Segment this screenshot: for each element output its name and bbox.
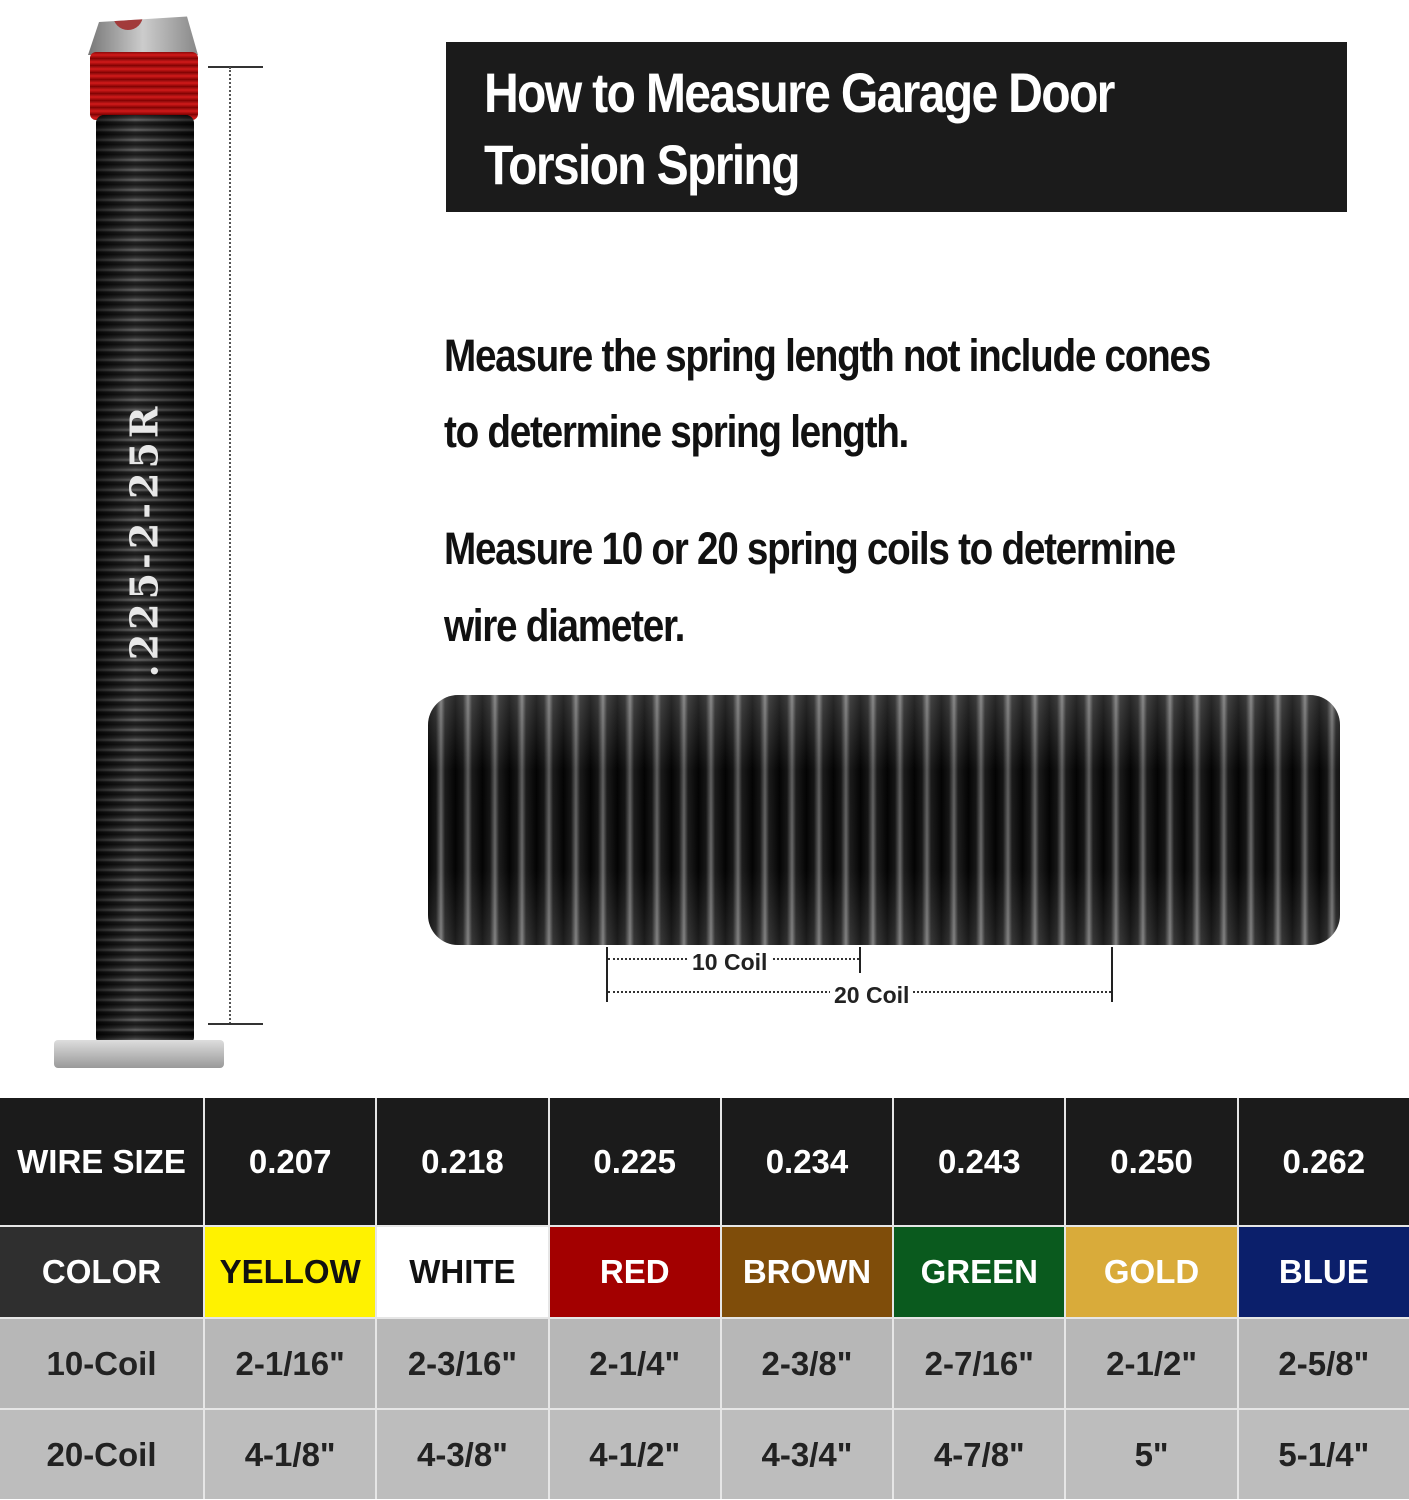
ten-coil-label: 10 Coil — [688, 949, 772, 976]
twenty-coil-label: 20 Coil — [830, 982, 914, 1009]
twenty-coil-cell: 5" — [1066, 1410, 1237, 1499]
length-measure-line — [229, 67, 231, 1024]
twenty-coil-cell: 5-1/4" — [1238, 1410, 1409, 1499]
instruction-2-line-2: wire diameter. — [444, 600, 685, 651]
instruction-2-line-1: Measure 10 or 20 spring coils to determi… — [444, 523, 1176, 574]
wire-size-table: WIRE SIZE 0.207 0.218 0.225 0.234 0.243 … — [0, 1098, 1409, 1499]
ten-coil-cell: 2-3/16" — [377, 1319, 548, 1408]
ten-coil-cell: 2-1/2" — [1066, 1319, 1237, 1408]
red-cone-coils — [90, 52, 198, 120]
color-cell: YELLOW — [205, 1227, 376, 1317]
ten-coil-cell: 2-1/16" — [205, 1319, 376, 1408]
stationary-cone-plate — [54, 1040, 224, 1068]
color-cell: GREEN — [894, 1227, 1065, 1317]
wire-size-cell: 0.234 — [721, 1098, 893, 1225]
color-cell: RED — [549, 1227, 720, 1317]
wire-size-cell: 0.225 — [549, 1098, 720, 1225]
coil-measure-start-tick — [606, 947, 608, 1002]
ten-coil-cell: 2-5/8" — [1238, 1319, 1409, 1408]
twenty-coil-end-tick — [1111, 947, 1113, 1002]
header-20-coil: 20-Coil — [0, 1410, 203, 1499]
twenty-coil-cell: 4-3/4" — [721, 1410, 893, 1499]
color-cell: GOLD — [1066, 1227, 1237, 1317]
wire-size-cell: 0.262 — [1238, 1098, 1409, 1225]
instruction-1-line-1: Measure the spring length not include co… — [444, 330, 1211, 381]
header-10-coil: 10-Coil — [0, 1319, 203, 1408]
horizontal-spring-closeup-image — [428, 695, 1340, 945]
ten-coil-cell: 2-7/16" — [894, 1319, 1065, 1408]
wire-size-cell: 0.250 — [1066, 1098, 1237, 1225]
title-line-1: How to Measure Garage Door — [484, 61, 1115, 124]
wire-size-cell: 0.243 — [894, 1098, 1065, 1225]
instruction-1-line-2: to determine spring length. — [444, 406, 909, 457]
spring-label: .225-2-25R — [121, 402, 167, 678]
title-banner: How to Measure Garage Door Torsion Sprin… — [446, 42, 1347, 212]
spring-coils — [96, 115, 194, 1045]
vertical-torsion-spring-image: .225-2-25R — [54, 0, 224, 1075]
length-cap-bottom — [208, 1023, 263, 1025]
wire-size-cell: 0.218 — [377, 1098, 548, 1225]
twenty-coil-cell: 4-7/8" — [894, 1410, 1065, 1499]
header-color: COLOR — [0, 1227, 203, 1317]
length-cap-top — [208, 66, 263, 68]
ten-coil-cell: 2-1/4" — [549, 1319, 720, 1408]
twenty-coil-cell: 4-3/8" — [377, 1410, 548, 1499]
twenty-coil-cell: 4-1/2" — [549, 1410, 720, 1499]
color-cell: BROWN — [721, 1227, 893, 1317]
color-cell: BLUE — [1238, 1227, 1409, 1317]
ten-coil-cell: 2-3/8" — [721, 1319, 893, 1408]
wire-size-cell: 0.207 — [205, 1098, 376, 1225]
color-cell: WHITE — [377, 1227, 548, 1317]
title-line-2: Torsion Spring — [484, 133, 801, 196]
winding-cone — [88, 16, 198, 55]
twenty-coil-cell: 4-1/8" — [205, 1410, 376, 1499]
header-wire-size: WIRE SIZE — [0, 1098, 203, 1225]
ten-coil-end-tick — [859, 947, 861, 973]
